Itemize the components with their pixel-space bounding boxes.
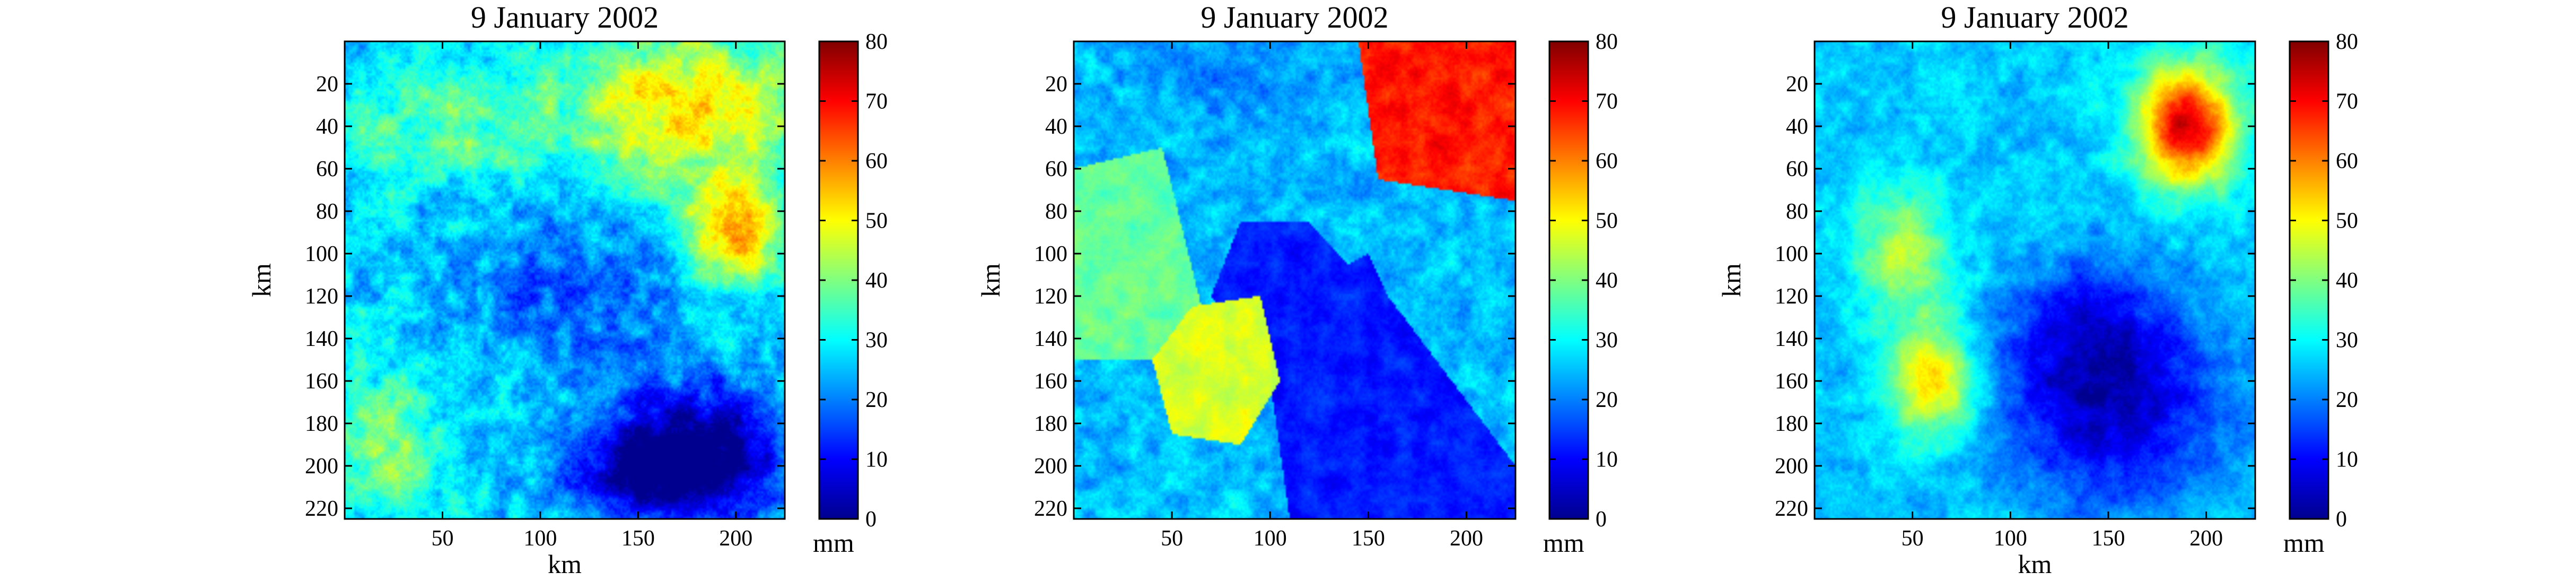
colorbar-tick-label: 10 [865,448,888,472]
heatmap-image [1815,41,2255,519]
x-tick-label: 200 [719,526,752,551]
y-tick-label: 20 [1045,72,1067,97]
colorbar: 0 10 20 30 40 50 60 70 80 mm [1543,30,1618,558]
colorbar-tick-label: 80 [2336,30,2358,54]
x-tick-label: 200 [2189,526,2223,551]
y-tick-label: 120 [1775,284,1808,309]
y-tick-label: 20 [1786,72,1808,97]
colorbar-tick-label: 20 [1596,388,1618,412]
colorbar-unit-label: mm [813,528,854,558]
x-axis-label: km [548,549,582,579]
x-tick-label: 50 [1902,526,1924,551]
colorbar-tick-label: 60 [865,149,888,174]
colorbar-tick-label: 20 [865,388,888,412]
x-tick-label: 100 [1254,526,1287,551]
colorbar-tick-label: 10 [2336,448,2358,472]
plot-frame [1073,40,1517,520]
y-axis-label: km [976,263,1005,297]
colorbar-tick-label: 0 [1596,507,1607,532]
x-tick-label: 150 [2092,526,2125,551]
colorbar-gradient [2290,41,2328,519]
y-tick-label: 140 [305,327,338,351]
x-tick-label: 150 [1352,526,1385,551]
y-tick-label: 160 [1775,369,1808,394]
y-tick-label: 100 [1775,242,1808,266]
colorbar-gradient [819,41,858,519]
colorbar: 0 10 20 30 40 50 60 70 80 mm [2283,30,2358,558]
heatmap-image [1074,41,1515,519]
y-tick-label: 160 [305,369,338,394]
y-tick-label: 200 [305,454,338,479]
x-tick-label: 100 [523,526,557,551]
colorbar: 0 10 20 30 40 50 60 70 80 mm [813,30,888,558]
y-tick-label: 220 [305,497,338,521]
y-tick-label: 140 [1034,327,1067,351]
colorbar-unit-label: mm [2283,528,2325,558]
y-tick-label: 40 [1786,115,1808,139]
y-tick-label: 120 [1034,284,1067,309]
x-tick-label: 50 [1161,526,1183,551]
y-tick-label: 60 [316,157,338,181]
colorbar-tick-label: 50 [865,209,888,233]
y-tick-label: 40 [1045,115,1067,139]
colorbar-gradient [1549,41,1588,519]
y-tick-label: 100 [305,242,338,266]
colorbar-tick-label: 30 [2336,328,2358,353]
colorbar-tick-label: 0 [2336,507,2347,532]
chart-title: 9 January 2002 [1201,0,1388,34]
colorbar-tick-label: 80 [865,30,888,54]
y-axis-label: km [247,263,276,297]
plot-frame [1813,40,2256,520]
colorbar-tick-label: 70 [1596,90,1618,114]
y-tick-label: 200 [1034,454,1067,479]
colorbar-tick-label: 50 [2336,209,2358,233]
x-tick-label: 150 [621,526,655,551]
y-tick-label: 60 [1786,157,1808,181]
colorbar-tick-label: 80 [1596,30,1618,54]
y-tick-label: 220 [1034,497,1067,521]
colorbar-unit-label: mm [1543,528,1584,558]
x-tick-label: 100 [1994,526,2027,551]
colorbar-tick-label: 30 [865,328,888,353]
y-tick-label: 220 [1775,497,1808,521]
chart-title: 9 January 2002 [1941,0,2128,34]
y-tick-label: 20 [316,72,338,97]
colorbar-tick-label: 70 [865,90,888,114]
plot-frame [344,40,786,520]
colorbar-tick-label: 50 [1596,209,1618,233]
chart-title: 9 January 2002 [471,0,659,34]
y-axis-label: km [1716,263,1746,297]
colorbar-tick-label: 60 [2336,149,2358,174]
y-tick-label: 80 [1045,200,1067,224]
colorbar-tick-label: 30 [1596,328,1618,353]
colorbar-tick-label: 40 [1596,268,1618,293]
x-tick-label: 50 [431,526,453,551]
y-tick-label: 160 [1034,369,1067,394]
y-tick-label: 60 [1045,157,1067,181]
colorbar-tick-label: 60 [1596,149,1618,174]
colorbar-tick-label: 40 [2336,268,2358,293]
y-tick-label: 80 [1786,200,1808,224]
x-axis-label: km [2018,549,2052,579]
y-tick-label: 200 [1775,454,1808,479]
x-tick-label: 200 [1450,526,1483,551]
y-tick-label: 100 [1034,242,1067,266]
y-tick-label: 180 [1775,412,1808,436]
colorbar-tick-label: 20 [2336,388,2358,412]
colorbar-tick-label: 70 [2336,90,2358,114]
y-tick-label: 140 [1775,327,1808,351]
y-tick-label: 120 [305,284,338,309]
heatmap-image [345,41,785,519]
y-tick-label: 180 [1034,412,1067,436]
colorbar-tick-label: 40 [865,268,888,293]
y-tick-label: 80 [316,200,338,224]
colorbar-tick-label: 0 [865,507,877,532]
y-tick-label: 180 [305,412,338,436]
colorbar-tick-label: 10 [1596,448,1618,472]
y-tick-label: 40 [316,115,338,139]
